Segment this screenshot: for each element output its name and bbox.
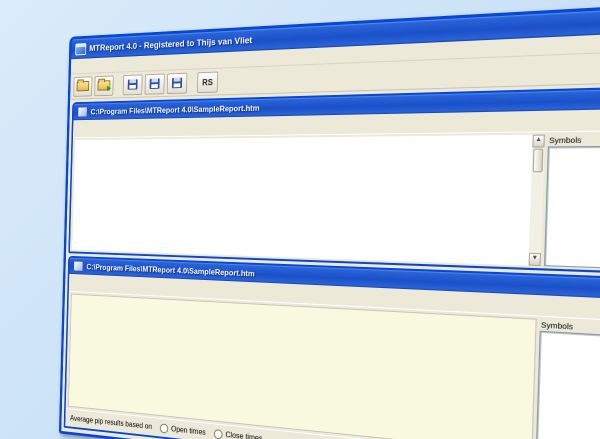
app-icon xyxy=(75,42,87,55)
radio-icon[interactable] xyxy=(160,422,169,434)
table-vertical-scrollbar[interactable]: ▲ ▼ xyxy=(527,134,545,267)
radio-icon[interactable] xyxy=(214,428,224,439)
open-report-button[interactable] xyxy=(73,75,93,97)
footer-label: Average pip results based on xyxy=(69,413,153,431)
risksim-button[interactable]: RS xyxy=(196,71,219,93)
report-window: C:\Program Files\MTReport 4.0\SampleRepo… xyxy=(68,85,600,276)
scene: MTReport 4.0 - Registered to Thijs van V… xyxy=(58,2,600,439)
document-icon xyxy=(73,260,84,272)
import-report-button[interactable] xyxy=(94,75,114,96)
save-report-button[interactable] xyxy=(144,73,165,95)
trades-table-wrap: ▲ ▼ xyxy=(72,134,545,267)
save-report-icon xyxy=(149,78,160,90)
save-all-button[interactable] xyxy=(166,72,188,94)
symbols-listbox[interactable] xyxy=(535,330,600,439)
save-icon xyxy=(127,79,138,90)
folder-open-icon xyxy=(76,81,90,92)
scroll-down-icon[interactable]: ▼ xyxy=(528,252,542,267)
symbols-listbox[interactable] xyxy=(543,145,600,269)
save-button[interactable] xyxy=(122,73,143,95)
scroll-thumb[interactable] xyxy=(532,148,544,173)
scroll-up-icon[interactable]: ▲ xyxy=(532,134,545,148)
mdi-client-area: C:\Program Files\MTReport 4.0\SampleRepo… xyxy=(61,82,600,439)
close-times-radio[interactable]: Close times xyxy=(214,428,263,439)
folder-import-icon xyxy=(97,80,112,92)
open-times-radio[interactable]: Open times xyxy=(160,422,206,437)
symbols-label: Symbols xyxy=(548,135,582,146)
document-icon xyxy=(77,106,88,118)
trades-table[interactable] xyxy=(72,134,532,266)
main-window: MTReport 4.0 - Registered to Thijs van V… xyxy=(58,2,600,439)
save-all-icon xyxy=(171,77,183,89)
times-window: C:\Program Files\MTReport 4.0\SampleRepo… xyxy=(63,255,600,439)
